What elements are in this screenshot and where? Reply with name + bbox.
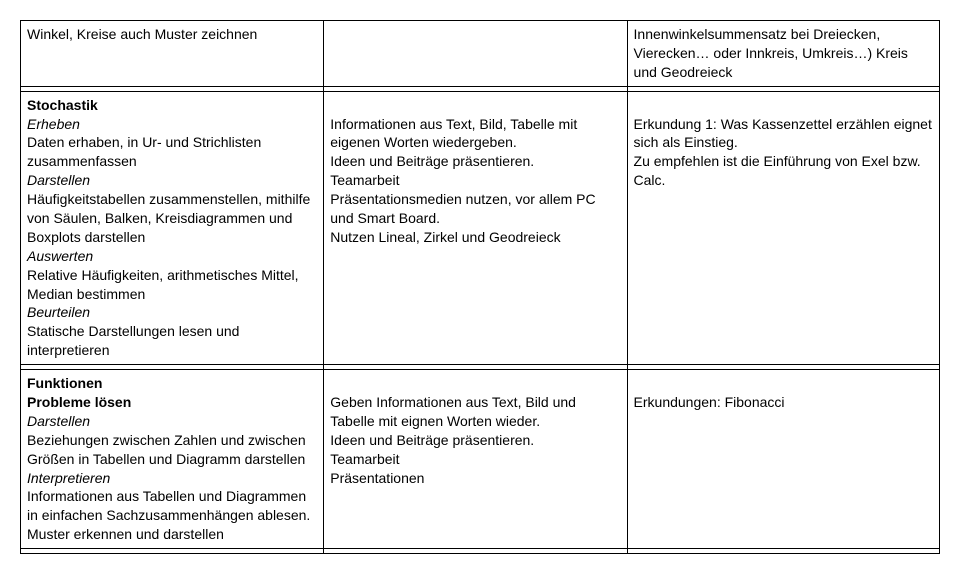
- sub-probleme: Probleme lösen: [27, 394, 131, 410]
- txt-beurteilen-1: Statische Darstellungen lesen und interp…: [27, 323, 239, 358]
- sub-darstellen-1: Darstellen: [27, 172, 90, 188]
- txt-fc2-4: Präsentationen: [330, 470, 424, 486]
- cell-winkel-c1: Winkel, Kreise auch Muster zeichnen: [21, 21, 324, 87]
- txt-c2-5: Nutzen Lineal, Zirkel und Geodreieck: [330, 229, 560, 245]
- txt-c2-1: Informationen aus Text, Bild, Tabelle mi…: [330, 116, 577, 151]
- txt-erheben-1: Daten erhaben, in Ur- und Strichlisten z…: [27, 134, 261, 169]
- cell-funktionen-c3: Erkundungen: Fibonacci: [627, 370, 939, 549]
- txt-fc2-1: Geben Informationen aus Text, Bild und T…: [330, 394, 576, 429]
- cell-stochastik-c2: Informationen aus Text, Bild, Tabelle mi…: [324, 91, 627, 364]
- cell-winkel-c2: [324, 21, 627, 87]
- txt-fc2-3: Teamarbeit: [330, 451, 399, 467]
- sub-auswerten: Auswerten: [27, 248, 93, 264]
- txt-c2-3: Teamarbeit: [330, 172, 399, 188]
- txt-c2-2: Ideen und Beiträge präsentieren.: [330, 153, 534, 169]
- txt-fc2-2: Ideen und Beiträge präsentieren.: [330, 432, 534, 448]
- sub-interpretieren: Interpretieren: [27, 470, 110, 486]
- txt-c3-1: Erkundung 1: Was Kassenzettel erzählen e…: [634, 116, 932, 151]
- sub-beurteilen: Beurteilen: [27, 304, 90, 320]
- row-winkel: Winkel, Kreise auch Muster zeichnen Inne…: [21, 21, 940, 87]
- heading-stochastik: Stochastik: [27, 97, 98, 113]
- heading-funktionen: Funktionen: [27, 375, 102, 391]
- cell-stochastik-c1: Stochastik Erheben Daten erhaben, in Ur-…: [21, 91, 324, 364]
- curriculum-table: Winkel, Kreise auch Muster zeichnen Inne…: [20, 20, 940, 554]
- cell-winkel-c3: Innenwinkelsummensatz bei Dreiecken, Vie…: [627, 21, 939, 87]
- sub-erheben: Erheben: [27, 116, 80, 132]
- txt-darstellen-1: Häufigkeitstabellen zusammenstellen, mit…: [27, 191, 310, 245]
- cell-funktionen-c1: Funktionen Probleme lösen Darstellen Bez…: [21, 370, 324, 549]
- txt-interpretieren-1: Informationen aus Tabellen und Diagramme…: [27, 488, 310, 523]
- txt-fc3-1: Erkundungen: Fibonacci: [634, 394, 785, 410]
- cell-stochastik-c3: Erkundung 1: Was Kassenzettel erzählen e…: [627, 91, 939, 364]
- txt-auswerten-1: Relative Häufigkeiten, arithmetisches Mi…: [27, 267, 299, 302]
- sub-darstellen-2: Darstellen: [27, 413, 90, 429]
- txt-c2-4: Präsentationsmedien nutzen, vor allem PC…: [330, 191, 595, 226]
- cell-funktionen-c2: Geben Informationen aus Text, Bild und T…: [324, 370, 627, 549]
- txt-c3-2: Zu empfehlen ist die Einführung von Exel…: [634, 153, 921, 188]
- row-funktionen: Funktionen Probleme lösen Darstellen Bez…: [21, 370, 940, 549]
- txt-interpretieren-2: Muster erkennen und darstellen: [27, 526, 224, 542]
- row-stochastik: Stochastik Erheben Daten erhaben, in Ur-…: [21, 91, 940, 364]
- spacer-row-3: [21, 549, 940, 554]
- txt-darstellen-2: Beziehungen zwischen Zahlen und zwischen…: [27, 432, 306, 467]
